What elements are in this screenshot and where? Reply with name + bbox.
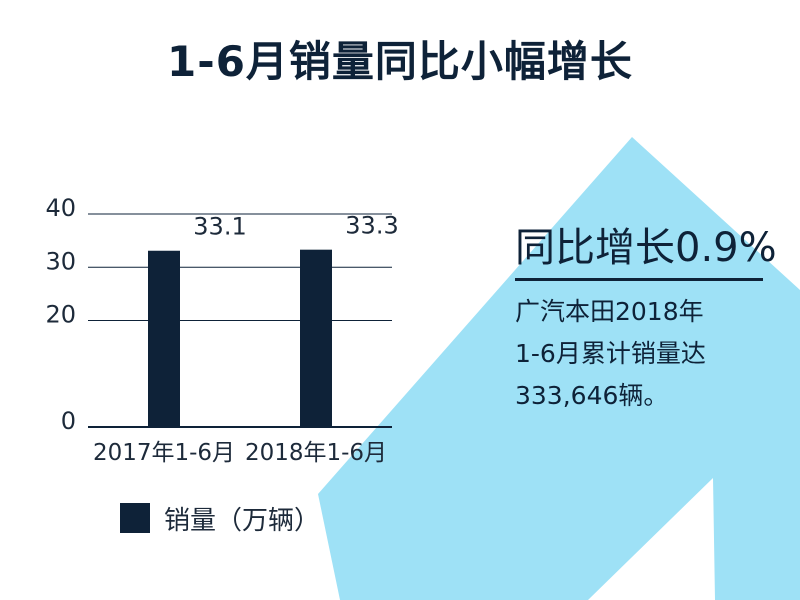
highlight-body: 广汽本田2018年 1-6月累计销量达 333,646辆。: [515, 291, 785, 417]
x-tick-label: 2017年1-6月: [93, 440, 235, 466]
data-labels: 33.1 33.3: [193, 212, 398, 241]
data-label: 33.1: [193, 213, 246, 241]
data-label: 33.3: [345, 212, 398, 240]
x-tick-label: 2018年1-6月: [245, 440, 387, 466]
page-title: 1-6月销量同比小幅增长: [167, 37, 633, 86]
heading-underline: [515, 278, 763, 281]
bars: [148, 249, 332, 427]
highlight-line: 333,646辆。: [515, 381, 669, 410]
y-tick-label: 30: [45, 247, 76, 275]
bar: [300, 249, 332, 427]
highlight-heading: 同比增长0.9%: [515, 225, 777, 271]
x-axis-categories: 2017年1-6月 2018年1-6月: [93, 440, 387, 466]
bar: [148, 250, 180, 427]
highlight-line: 1-6月累计销量达: [515, 339, 706, 368]
highlight-callout: 同比增长0.9% 广汽本田2018年 1-6月累计销量达 333,646辆。: [515, 222, 785, 417]
legend: 销量（万辆）: [120, 500, 320, 536]
arrow-shape: [318, 137, 800, 600]
gridlines: [88, 213, 392, 428]
legend-label: 销量（万辆）: [164, 505, 321, 536]
y-axis-ticks: 0 20 30 40: [45, 194, 76, 435]
legend-swatch-icon: [120, 503, 150, 533]
y-tick-label: 20: [45, 301, 76, 329]
y-tick-label: 0: [61, 407, 76, 435]
y-tick-label: 40: [45, 194, 76, 222]
highlight-line: 广汽本田2018年: [515, 297, 704, 326]
